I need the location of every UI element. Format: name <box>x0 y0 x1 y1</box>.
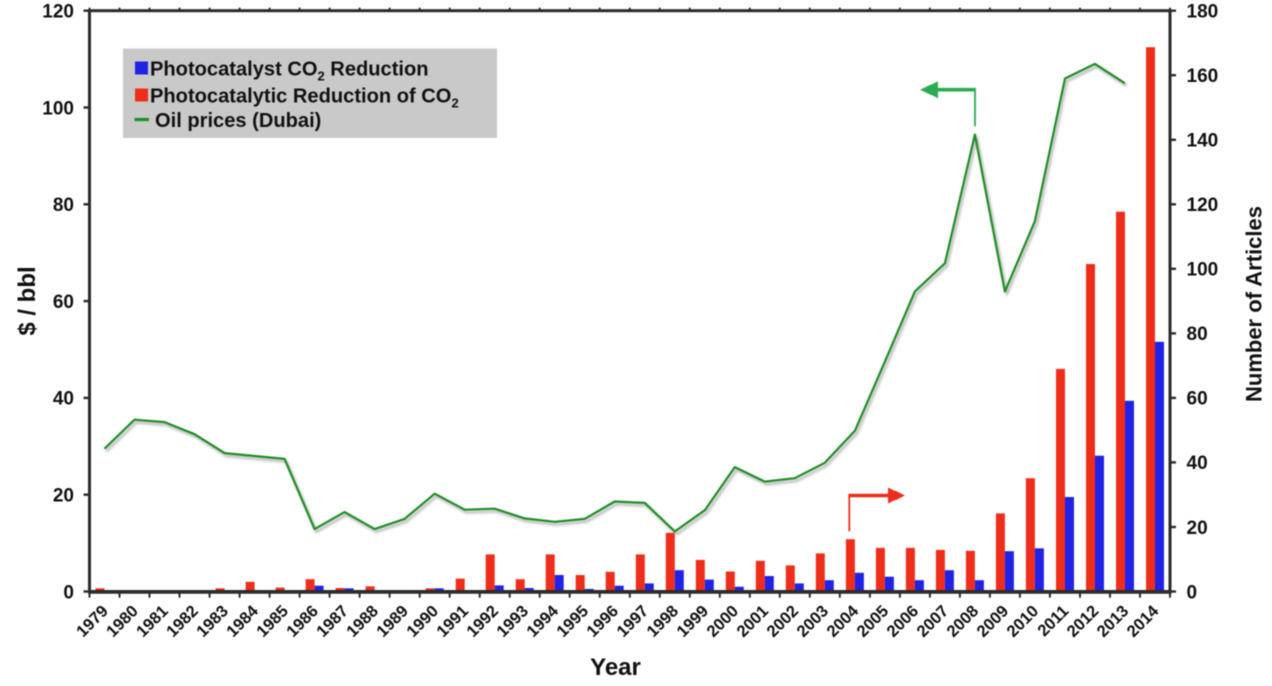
svg-text:80: 80 <box>1187 324 1208 345</box>
svg-text:140: 140 <box>1187 131 1219 152</box>
svg-text:120: 120 <box>1187 195 1219 216</box>
svg-text:180: 180 <box>1187 2 1219 23</box>
svg-text:20: 20 <box>1187 518 1208 539</box>
svg-text:Photocatalyst CO2 Reduction: Photocatalyst CO2 Reduction <box>150 58 429 83</box>
svg-text:Year: Year <box>590 654 641 681</box>
svg-text:100: 100 <box>42 98 74 119</box>
svg-text:Oil prices (Dubai): Oil prices (Dubai) <box>155 110 321 132</box>
svg-text:60: 60 <box>53 292 74 313</box>
svg-text:40: 40 <box>1187 453 1208 474</box>
svg-text:0: 0 <box>1187 582 1198 603</box>
svg-text:$ / bbl: $ / bbl <box>14 266 41 335</box>
svg-text:80: 80 <box>53 195 74 216</box>
svg-text:Photocatalytic Reduction of CO: Photocatalytic Reduction of CO2 <box>150 85 459 110</box>
svg-text:40: 40 <box>53 389 74 410</box>
svg-text:0: 0 <box>63 582 74 603</box>
svg-text:100: 100 <box>1187 260 1219 281</box>
svg-text:20: 20 <box>53 486 74 507</box>
svg-text:120: 120 <box>42 2 74 23</box>
svg-text:Number of Articles: Number of Articles <box>1242 206 1267 402</box>
svg-text:60: 60 <box>1187 389 1208 410</box>
svg-text:160: 160 <box>1187 66 1219 87</box>
